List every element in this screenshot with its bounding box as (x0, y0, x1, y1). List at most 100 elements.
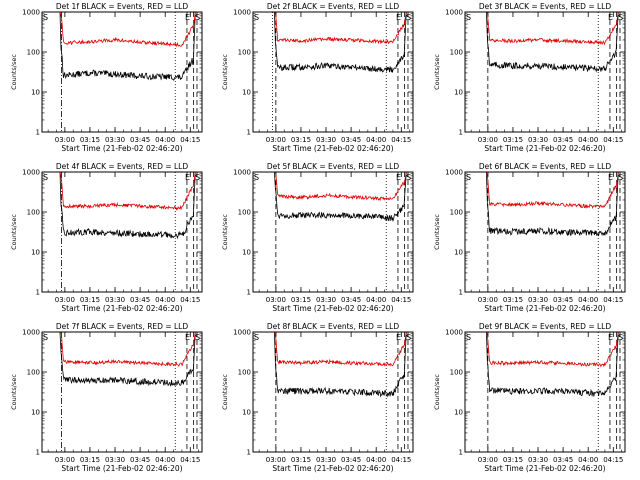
corner-label-e: E (396, 333, 401, 342)
x-tick-label: 03:30 (105, 296, 125, 304)
y-tick-label: 1000 (233, 329, 251, 337)
series-events-line (274, 171, 407, 223)
x-tick-label: 03:15 (503, 136, 523, 144)
x-tick-label: 03:30 (316, 456, 336, 464)
x-tick-label: 03:00 (55, 456, 75, 464)
x-tick-label: 03:30 (316, 296, 336, 304)
x-tick-label: 03:30 (528, 456, 548, 464)
y-tick-label: 1 (36, 289, 40, 297)
series-lld-line (274, 171, 407, 202)
corner-label-s: S (254, 333, 259, 342)
series-lld-line (59, 171, 196, 211)
plot-frame (41, 331, 203, 453)
panel-det-1: Det 1f BLACK = Events, RED = LLD Counts/s… (10, 2, 203, 153)
x-tick-label: 04:00 (578, 456, 598, 464)
x-axis-label: Start Time (21-Feb-02 02:46:20) (484, 464, 605, 473)
series-lld-line (59, 11, 196, 48)
x-tick-label: 04:00 (155, 456, 175, 464)
x-tick-label: 03:30 (105, 456, 125, 464)
panel-title: Det 4f BLACK = Events, RED = LLD (56, 162, 189, 171)
y-axis-label: Counts/sec (221, 374, 229, 410)
plot-frame (252, 171, 414, 293)
x-tick-label: 04:15 (603, 296, 623, 304)
y-tick-label: 1000 (22, 329, 40, 337)
y-tick-label: 1000 (233, 9, 251, 17)
corner-label-e: E (185, 13, 190, 22)
x-tick-label: 03:15 (291, 456, 311, 464)
x-tick-label: 03:00 (266, 456, 286, 464)
y-axis-label: Counts/sec (433, 54, 441, 90)
plot-frame (464, 331, 626, 453)
series-lld-line (486, 171, 619, 209)
x-tick-label: 03:15 (503, 296, 523, 304)
x-tick-label: 04:00 (578, 296, 598, 304)
x-tick-label: 03:45 (130, 456, 150, 464)
y-tick-label: 1000 (22, 9, 40, 17)
corner-label-s: S (43, 13, 48, 22)
corner-label-e: E (608, 173, 613, 182)
y-tick-label: 1 (247, 449, 251, 457)
x-tick-label: 03:45 (553, 456, 573, 464)
x-tick-label: 03:45 (553, 296, 573, 304)
x-axis-label: Start Time (21-Feb-02 02:46:20) (484, 144, 605, 153)
series-lld-line (274, 331, 407, 367)
series-events-line (486, 171, 619, 237)
y-tick-label: 100 (27, 49, 40, 57)
corner-label-s: S (466, 13, 471, 22)
corner-label-s2: S (195, 173, 200, 182)
panel-title: Det 2f BLACK = Events, RED = LLD (267, 2, 400, 11)
panel-det-3: Det 3f BLACK = Events, RED = LLD Counts/s… (433, 2, 626, 153)
y-tick-label: 1000 (445, 9, 463, 17)
panel-det-8: Det 8f BLACK = Events, RED = LLD Counts/s… (221, 322, 414, 473)
plot-frame (41, 11, 203, 133)
panel-title: Det 5f BLACK = Events, RED = LLD (267, 162, 400, 171)
y-tick-label: 100 (450, 209, 463, 217)
panel-title: Det 7f BLACK = Events, RED = LLD (56, 322, 189, 331)
y-tick-label: 10 (242, 249, 251, 257)
x-tick-label: 04:15 (603, 136, 623, 144)
y-tick-label: 1000 (22, 169, 40, 177)
x-tick-label: 03:00 (478, 296, 498, 304)
y-tick-label: 10 (242, 409, 251, 417)
x-tick-label: 03:45 (130, 296, 150, 304)
x-tick-label: 03:15 (80, 296, 100, 304)
x-tick-label: 04:15 (180, 456, 200, 464)
y-axis-label: Counts/sec (221, 214, 229, 250)
plot-frame (41, 171, 203, 293)
x-tick-label: 03:15 (291, 296, 311, 304)
y-axis-label: Counts/sec (10, 214, 18, 250)
panel-det-9: Det 9f BLACK = Events, RED = LLD Counts/s… (433, 322, 626, 473)
corner-label-s2: S (618, 333, 623, 342)
x-tick-label: 04:00 (155, 296, 175, 304)
corner-label-s2: S (195, 333, 200, 342)
panel-title: Det 6f BLACK = Events, RED = LLD (479, 162, 612, 171)
x-tick-label: 04:15 (391, 296, 411, 304)
x-tick-label: 04:00 (155, 136, 175, 144)
y-tick-label: 100 (450, 49, 463, 57)
x-tick-label: 04:00 (366, 456, 386, 464)
y-tick-label: 1 (459, 449, 463, 457)
x-axis-label: Start Time (21-Feb-02 02:46:20) (61, 464, 182, 473)
x-tick-label: 04:15 (180, 136, 200, 144)
corner-label-e: E (396, 13, 401, 22)
corner-label-e: E (396, 173, 401, 182)
panel-title: Det 8f BLACK = Events, RED = LLD (267, 322, 400, 331)
x-axis-label: Start Time (21-Feb-02 02:46:20) (272, 464, 393, 473)
x-tick-label: 03:00 (266, 296, 286, 304)
panel-det-4: Det 4f BLACK = Events, RED = LLD Counts/s… (10, 162, 203, 313)
y-tick-label: 10 (31, 89, 40, 97)
corner-label-s2: S (618, 13, 623, 22)
x-tick-label: 03:30 (528, 136, 548, 144)
x-tick-label: 04:00 (366, 296, 386, 304)
plot-frame (252, 11, 414, 133)
y-tick-label: 10 (31, 249, 40, 257)
panel-title: Det 1f BLACK = Events, RED = LLD (56, 2, 189, 11)
corner-label-s2: S (406, 173, 411, 182)
series-lld-line (60, 331, 196, 367)
y-tick-label: 10 (454, 249, 463, 257)
panel-det-6: Det 6f BLACK = Events, RED = LLD Counts/s… (433, 162, 626, 313)
corner-label-e: E (185, 173, 190, 182)
series-events-line (59, 331, 196, 387)
y-tick-label: 1 (36, 129, 40, 137)
